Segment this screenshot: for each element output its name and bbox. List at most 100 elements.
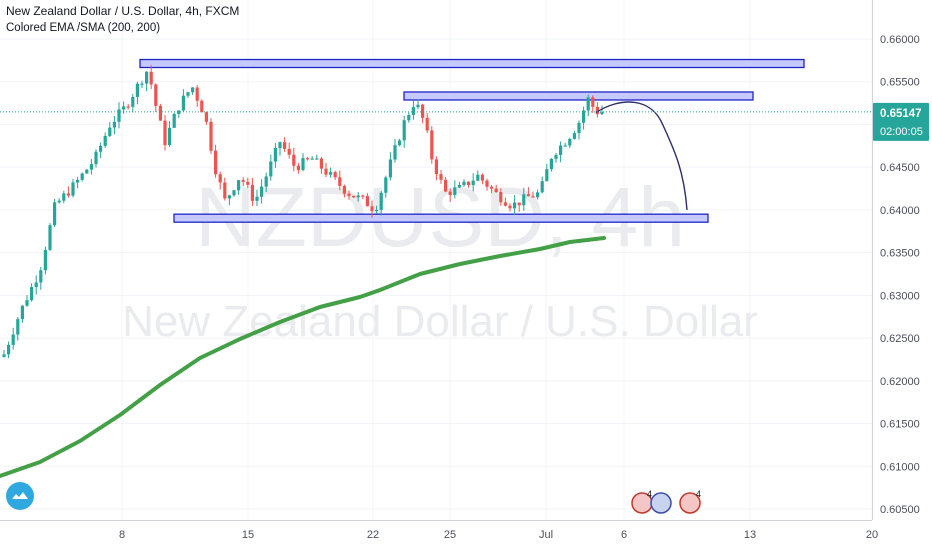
candle-body [347,193,351,196]
candle-body [453,187,457,196]
gridlines [0,0,873,520]
candle-body [204,112,208,122]
y-tick-label: 0.61500 [880,419,920,431]
price-badge-bg [873,102,929,141]
candle-body [379,192,383,210]
candle-body [25,300,29,306]
candle-body [237,180,241,191]
candle-body [255,196,259,201]
candle-body [476,174,480,181]
candle-body [278,142,282,148]
candle-body [338,177,342,186]
candle-body [513,202,517,209]
candle-body [66,193,70,196]
candle-body [439,174,443,180]
candle-body [563,145,567,147]
candle-body [246,181,250,185]
y-tick-label: 0.64000 [880,205,920,217]
x-axis-labels: 8 15 22 25 Jul 6 13 20 [119,529,878,541]
y-tick-label: 0.66000 [880,34,920,46]
candle-body [398,140,402,146]
candle-body [494,188,498,193]
candle-body [329,172,333,175]
candle-body [490,186,494,189]
x-tick-label: 8 [119,529,125,541]
candle-body [444,179,448,192]
y-tick-label: 0.62000 [880,376,920,388]
symbol-title: New Zealand Dollar / U.S. Dollar, 4h, FX… [6,4,240,18]
candle-body [20,305,24,320]
candle-body [57,200,61,203]
candle-body [126,106,130,108]
candle-body [34,282,38,288]
projection-curve[interactable] [595,101,688,210]
candle-body [517,202,521,206]
candle-body [531,196,535,198]
candle-body [80,173,84,180]
candle-body [296,165,300,171]
candle-body [158,105,162,121]
x-tick-label: Jul [539,529,553,541]
event-icon-group-2[interactable]: 4 [679,489,701,514]
x-tick-label: 20 [866,529,878,541]
zone-1[interactable] [139,58,805,69]
y-tick-label: 0.61000 [880,461,920,473]
candle-body [352,195,356,198]
y-tick-label: 0.63500 [880,248,920,260]
candle-body [388,159,392,178]
zone-3[interactable] [173,213,709,223]
candle-body [181,95,185,111]
zone-2[interactable] [403,91,754,101]
candle-body [112,121,116,128]
candle-body [582,110,586,123]
price-badge-countdown: 02:00:05 [880,126,923,138]
ema-layer [0,236,606,478]
event-icon-group-1[interactable]: 4 [631,489,672,514]
candle-body [122,106,126,110]
candle-body [448,191,452,196]
candle-body [168,127,172,146]
candle-body [218,174,222,183]
candle-body [333,172,337,178]
event-icons[interactable]: 4 4 [631,489,701,514]
y-tick-label: 0.60500 [880,504,920,516]
candle-body [471,180,475,186]
candle-body [572,133,576,139]
candles-layer [2,65,604,359]
candle-body [94,151,98,165]
candle-body [545,169,549,182]
candle-body [145,71,149,84]
candle-body [117,109,121,122]
candle-body [71,182,75,196]
candle-body [103,135,107,146]
ema-200-line [0,236,606,478]
candle-body [191,87,195,93]
candle-body [416,104,420,108]
candle-body [195,87,199,101]
candle-body [269,161,273,177]
candle-body [577,122,581,134]
candle-body [319,158,323,169]
candle-body [411,107,415,116]
y-tick-label: 0.62500 [880,333,920,345]
candle-body [200,100,204,113]
candle-body [361,195,365,197]
price-badge-value: 0.65147 [880,108,922,120]
event-count-1: 4 [647,489,652,499]
candle-body [62,193,66,201]
price-badge: 0.65147 02:00:05 [873,102,929,141]
candle-body [425,117,429,131]
candle-body [586,97,590,111]
candle-body [549,158,553,170]
event-count-2: 4 [696,489,701,499]
indicator-legend[interactable]: Colored EMA /SMA (200, 200) [6,22,161,34]
candle-body [135,83,139,97]
candle-body [540,181,544,193]
tradingview-logo-icon[interactable] [6,482,34,510]
candle-body [526,194,530,197]
candle-body [149,71,153,85]
candle-body [43,249,47,271]
candle-body [186,92,190,96]
candle-body [283,142,287,149]
